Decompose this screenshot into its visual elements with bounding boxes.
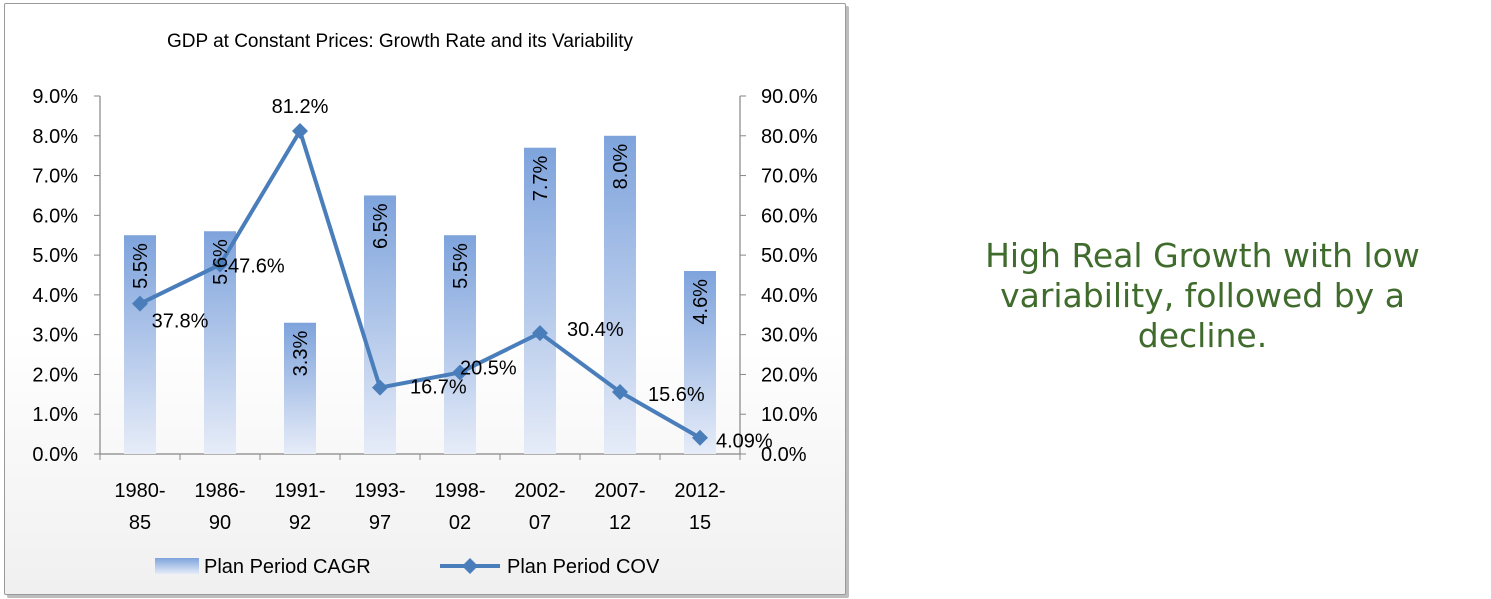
left-axis-tick-label: 8.0% — [32, 126, 78, 148]
cagr-bar — [444, 235, 476, 454]
cov-point — [292, 123, 308, 140]
right-axis-tick-label: 70.0% — [761, 166, 818, 188]
right-axis-tick-label: 30.0% — [761, 325, 818, 347]
legend-swatch-cagr — [155, 558, 199, 574]
left-axis-tick-label: 3.0% — [32, 325, 78, 347]
right-axis-tick-label: 80.0% — [761, 126, 818, 148]
cagr-bar — [284, 322, 316, 454]
legend-label-cov: Plan Period COV — [507, 556, 660, 578]
right-axis-tick-label: 60.0% — [761, 205, 818, 227]
data-labels: 5.5% 5.6% 3.3% 6.5% 5.5% 7.7% 8.0% 4.6% 37.8% 47.… — [130, 96, 773, 453]
x-axis-category-label: 2002-07 — [514, 480, 565, 534]
cov-point — [452, 364, 468, 381]
side-note: High Real Growth with low variability, f… — [940, 236, 1465, 356]
cov-line — [139, 129, 701, 440]
x-axis-category-label: 1980-85 — [114, 480, 165, 534]
x-axis-category-label: 1993-97 — [354, 480, 405, 534]
cagr-data-label: 4.6% — [690, 279, 712, 325]
left-axis-tick-label: 0.0% — [32, 444, 78, 466]
cagr-data-label: 5.5% — [130, 243, 152, 289]
x-axis-category-label: 1998-02 — [434, 480, 485, 534]
chart: GDP at Constant Prices: Growth Rate and … — [32, 31, 818, 578]
cov-point — [372, 379, 388, 396]
x-axis-category-label: 1991-92 — [274, 480, 325, 534]
cov-point — [612, 383, 628, 400]
side-note-line-2: variability, followed by a — [1000, 276, 1405, 315]
cov-data-label: 16.7% — [410, 377, 467, 399]
right-axis-tick-label: 10.0% — [761, 404, 818, 426]
left-axis-tick-label: 6.0% — [32, 205, 78, 227]
cov-point — [132, 295, 148, 312]
cagr-data-label: 7.7% — [530, 156, 552, 202]
x-axis-category-label: 1986-90 — [194, 480, 245, 534]
cov-data-label: 47.6% — [228, 256, 285, 278]
legend-label-cagr: Plan Period CAGR — [204, 556, 371, 578]
side-note-line-3: decline. — [1137, 316, 1268, 355]
cov-data-label: 81.2% — [272, 96, 329, 118]
right-axis-tick-label: 20.0% — [761, 364, 818, 386]
right-axis-tick-label: 90.0% — [761, 86, 818, 108]
cagr-data-label: 3.3% — [290, 331, 312, 377]
left-axis-tick-label: 4.0% — [32, 285, 78, 307]
side-note-line-1: High Real Growth with low — [985, 236, 1420, 275]
cagr-data-label: 5.6% — [210, 239, 232, 285]
x-axis-category-label: 2007-12 — [594, 480, 645, 534]
cov-data-label: 37.8% — [152, 311, 209, 333]
cagr-bar — [524, 147, 556, 454]
axes: 0.0% 1.0% 2.0% 3.0% 4.0% 5.0% 6.0% 7.0% 8.0% 9.0%… — [32, 86, 818, 534]
left-axis-tick-label: 7.0% — [32, 166, 78, 188]
cagr-bar — [124, 235, 156, 454]
cagr-bar — [604, 135, 636, 454]
cagr-data-label: 8.0% — [610, 144, 632, 190]
cagr-data-label: 5.5% — [450, 243, 472, 289]
left-axis-tick-label: 1.0% — [32, 404, 78, 426]
cov-point — [692, 429, 708, 446]
legend: Plan Period CAGR Plan Period COV — [155, 556, 660, 578]
cov-data-label: 15.6% — [648, 384, 705, 406]
cov-point — [532, 325, 548, 342]
right-axis-tick-label: 40.0% — [761, 285, 818, 307]
cov-line-series — [132, 123, 708, 446]
cagr-bar — [364, 195, 396, 454]
cov-point — [212, 256, 228, 273]
cov-data-label: 30.4% — [567, 319, 624, 341]
left-axis-tick-label: 2.0% — [32, 364, 78, 386]
x-axis-category-label: 2012-15 — [674, 480, 725, 534]
cagr-bar — [684, 271, 716, 454]
chart-title: GDP at Constant Prices: Growth Rate and … — [167, 31, 634, 52]
cov-data-label: 20.5% — [460, 357, 517, 379]
cov-data-label: 4.09% — [716, 431, 773, 453]
cagr-data-label: 6.5% — [370, 203, 392, 249]
right-axis-tick-label: 50.0% — [761, 245, 818, 267]
right-axis-tick-label: 0.0% — [761, 444, 807, 466]
left-axis-tick-label: 5.0% — [32, 245, 78, 267]
legend-swatch-cov-marker — [462, 558, 478, 574]
left-axis-tick-label: 9.0% — [32, 86, 78, 108]
